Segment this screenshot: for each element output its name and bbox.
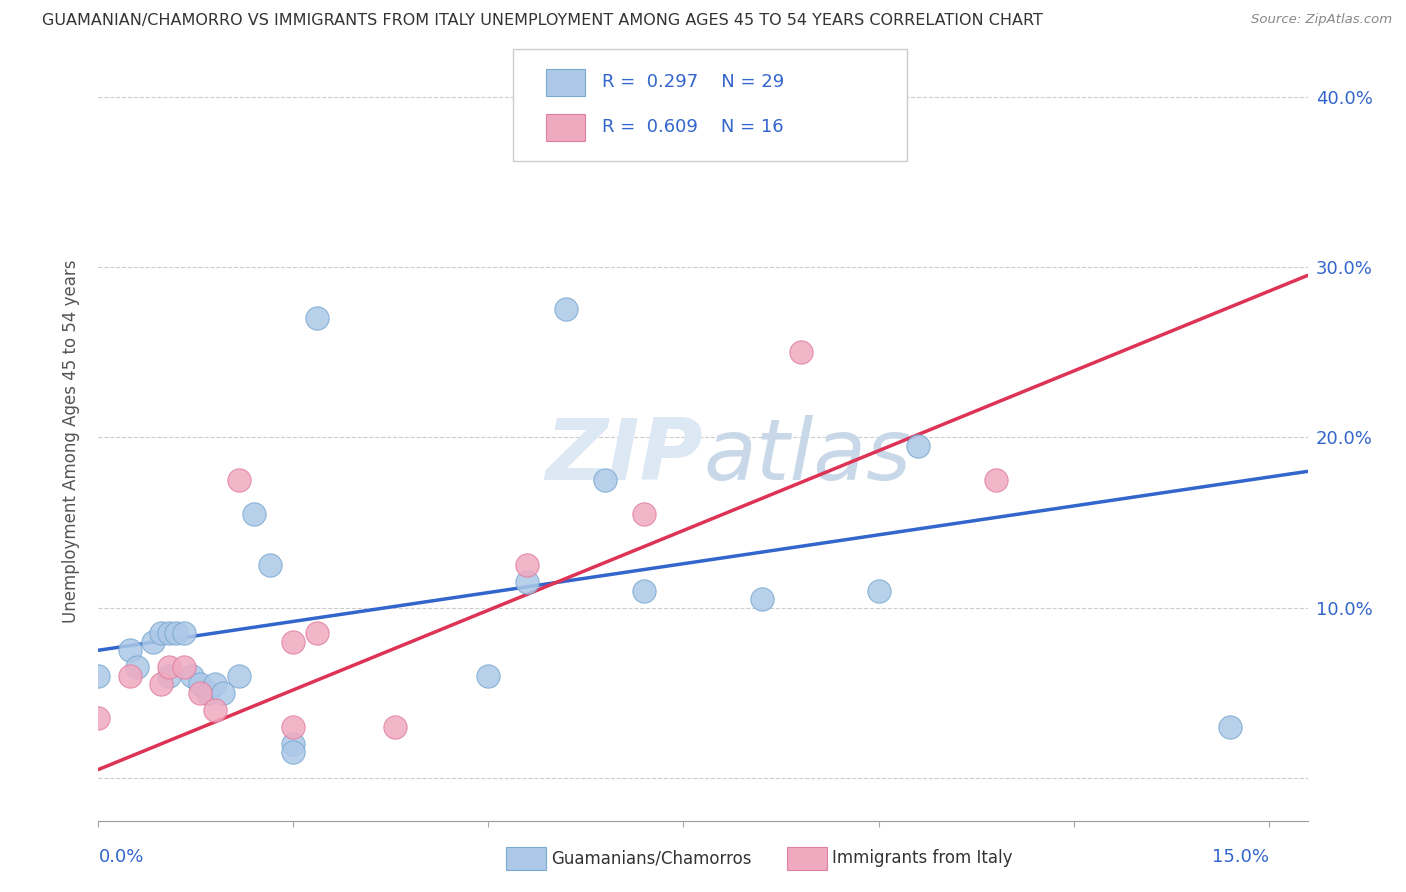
Point <box>516 575 538 590</box>
Text: R =  0.297    N = 29: R = 0.297 N = 29 <box>602 73 785 91</box>
Point <box>789 345 811 359</box>
Point <box>118 643 141 657</box>
Point <box>384 720 406 734</box>
Point <box>188 686 211 700</box>
Point <box>1219 720 1241 734</box>
Point <box>87 669 110 683</box>
Point <box>751 592 773 607</box>
Point <box>173 660 195 674</box>
Point <box>555 302 578 317</box>
Text: Immigrants from Italy: Immigrants from Italy <box>832 849 1012 867</box>
Point <box>157 669 180 683</box>
Point <box>204 677 226 691</box>
Point <box>984 473 1007 487</box>
Point <box>212 686 235 700</box>
Point <box>595 473 617 487</box>
Point <box>477 669 499 683</box>
Text: 15.0%: 15.0% <box>1212 848 1268 866</box>
Point <box>181 669 204 683</box>
Point <box>283 737 305 751</box>
Point <box>259 558 281 572</box>
Point <box>188 677 211 691</box>
Point <box>516 558 538 572</box>
Text: 0.0%: 0.0% <box>98 848 143 866</box>
Point <box>243 507 266 521</box>
Point <box>228 669 250 683</box>
Point <box>165 626 187 640</box>
Point <box>149 626 172 640</box>
Text: Source: ZipAtlas.com: Source: ZipAtlas.com <box>1251 13 1392 27</box>
Point <box>142 634 165 648</box>
Point <box>197 686 219 700</box>
Point <box>283 634 305 648</box>
Point <box>157 660 180 674</box>
Text: R =  0.609    N = 16: R = 0.609 N = 16 <box>602 119 783 136</box>
Text: atlas: atlas <box>703 415 911 499</box>
Point <box>305 626 328 640</box>
Point <box>204 703 226 717</box>
Point <box>87 711 110 725</box>
Point <box>633 507 655 521</box>
Y-axis label: Unemployment Among Ages 45 to 54 years: Unemployment Among Ages 45 to 54 years <box>62 260 80 624</box>
Point <box>283 746 305 760</box>
Text: Guamanians/Chamorros: Guamanians/Chamorros <box>551 849 752 867</box>
Point <box>149 677 172 691</box>
Text: GUAMANIAN/CHAMORRO VS IMMIGRANTS FROM ITALY UNEMPLOYMENT AMONG AGES 45 TO 54 YEA: GUAMANIAN/CHAMORRO VS IMMIGRANTS FROM IT… <box>42 13 1043 29</box>
Point <box>305 311 328 326</box>
Text: ZIP: ZIP <box>546 415 703 499</box>
Point <box>868 583 890 598</box>
Point <box>283 720 305 734</box>
Point <box>173 626 195 640</box>
Point <box>118 669 141 683</box>
Point <box>633 583 655 598</box>
Point <box>157 626 180 640</box>
Point <box>228 473 250 487</box>
Point <box>907 439 929 453</box>
Point <box>127 660 149 674</box>
